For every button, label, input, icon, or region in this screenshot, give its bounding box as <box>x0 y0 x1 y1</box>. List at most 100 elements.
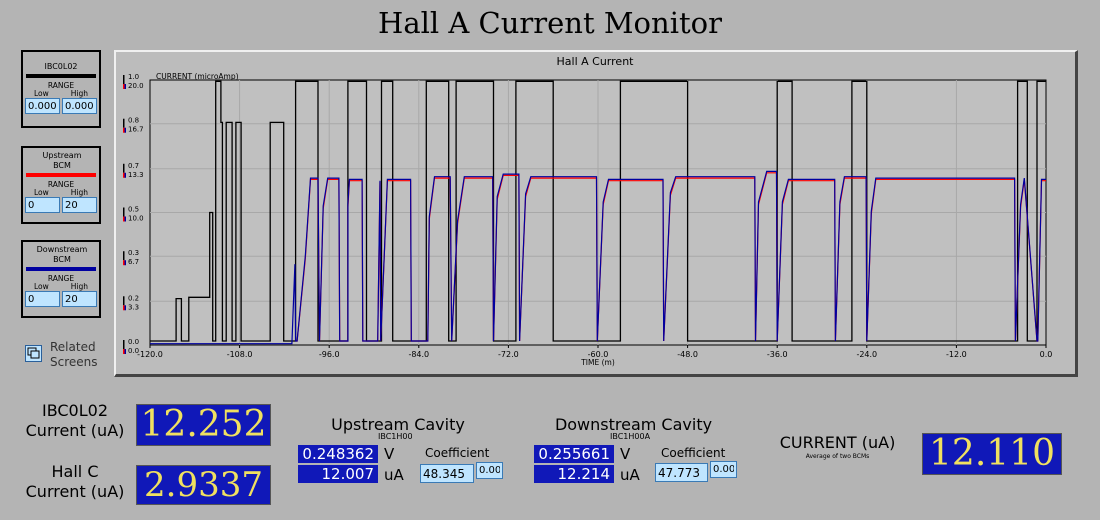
y-tick-label-primary: 0.3 <box>128 249 139 257</box>
axis-color-marker <box>124 260 126 266</box>
y-tick-label-secondary: 3.3 <box>128 303 139 311</box>
upstream-pv-name: IBC1H00 <box>378 432 413 441</box>
y-tick-label-secondary: 6.7 <box>128 258 139 266</box>
x-tick-label: -48.0 <box>677 350 698 359</box>
upstream-offset-input[interactable] <box>476 462 503 479</box>
x-tick-label: -36.0 <box>767 350 788 359</box>
panel-name: IBC0L02 <box>44 62 78 71</box>
series-color-bar <box>26 74 96 78</box>
series-color-bar <box>26 173 96 177</box>
ibc0l02-range-panel: IBC0L02 RANGE Low High <box>21 50 101 128</box>
average-current-label: CURRENT (uA) <box>779 433 896 452</box>
upstream-range-panel: Upstream BCM RANGE Low High <box>21 146 101 224</box>
high-label: High <box>70 282 88 291</box>
axis-color-marker <box>124 127 126 133</box>
axis-color-marker <box>123 349 125 354</box>
axis-color-marker <box>123 127 125 133</box>
y-tick-label-primary: 0.0 <box>128 338 139 346</box>
upstream-current-value: 12.007 <box>298 465 378 483</box>
range-label: RANGE <box>47 81 75 90</box>
axis-color-marker <box>123 75 125 84</box>
x-tick-label: -60.0 <box>588 350 609 359</box>
low-label: Low <box>33 89 49 98</box>
range-high-input[interactable] <box>62 98 97 114</box>
upstream-current-unit: uA <box>384 466 404 484</box>
axis-color-marker <box>123 296 125 306</box>
y-tick-label-primary: 0.7 <box>128 162 139 170</box>
downstream-pv-name: IBC1H00A <box>610 432 651 441</box>
downstream-range-panel: Downstream BCM RANGE Low High <box>21 240 101 318</box>
range-label: RANGE <box>47 180 75 189</box>
x-tick-label: -84.0 <box>408 350 429 359</box>
x-tick-label: -108.0 <box>227 350 253 359</box>
ibc0l02-current-label: IBC0L02 Current (uA) <box>25 401 125 440</box>
panel-name: Upstream BCM <box>42 151 82 170</box>
range-low-input[interactable] <box>25 291 60 307</box>
series-color-bar <box>26 267 96 271</box>
x-tick-label: -12.0 <box>946 350 967 359</box>
low-label: Low <box>33 282 49 291</box>
downstream-offset-input[interactable] <box>710 461 737 478</box>
range-high-input[interactable] <box>62 197 97 213</box>
y-tick-label-secondary: 13.3 <box>128 171 144 179</box>
axis-color-marker <box>123 118 125 128</box>
range-low-input[interactable] <box>25 98 60 114</box>
current-chart: Hall A Current CURRENT (microAmp) -120.0… <box>123 55 1053 367</box>
downstream-voltage-unit: V <box>620 445 631 463</box>
x-axis-label: TIME (m) <box>580 358 615 367</box>
range-label: RANGE <box>47 274 75 283</box>
axis-color-marker <box>123 216 125 222</box>
y-tick-label-secondary: 10.0 <box>128 215 144 223</box>
chart-title: Hall A Current <box>557 55 635 68</box>
downstream-voltage-value: 0.255661 <box>534 445 614 463</box>
axis-color-marker <box>123 340 125 349</box>
range-high-input[interactable] <box>62 291 97 307</box>
x-tick-label: -96.0 <box>319 350 340 359</box>
x-tick-label: -24.0 <box>856 350 877 359</box>
high-label: High <box>70 89 88 98</box>
upstream-coefficient-label: Coefficient <box>425 446 490 460</box>
x-tick-label: -120.0 <box>137 350 163 359</box>
y-tick-label-secondary: 20.0 <box>128 82 144 90</box>
x-tick-label: 0.0 <box>1040 350 1053 359</box>
axis-color-marker <box>123 172 125 178</box>
downstream-coefficient-input[interactable] <box>655 463 708 482</box>
upstream-coefficient-input[interactable] <box>420 464 474 483</box>
low-label: Low <box>33 188 49 197</box>
related-screens-link[interactable]: Related Screens <box>50 340 98 369</box>
hallc-current-label: Hall C Current (uA) <box>25 462 125 501</box>
upstream-voltage-value: 0.248362 <box>298 445 378 463</box>
windows-icon <box>27 347 40 359</box>
downstream-cavity-title: Downstream Cavity <box>554 415 713 434</box>
average-current-sublabel: Average of two BCMs <box>805 453 870 460</box>
series-line-2 <box>150 170 1046 345</box>
series-line-0 <box>150 80 1046 342</box>
y-tick-label-secondary: 16.7 <box>128 126 144 134</box>
y-tick-label-secondary: 0.0 <box>128 347 139 355</box>
downstream-coefficient-label: Coefficient <box>661 446 726 460</box>
average-current-value: 12.110 <box>922 433 1062 475</box>
x-tick-label: -72.0 <box>498 350 519 359</box>
y-tick-label-primary: 1.0 <box>128 73 139 81</box>
hallc-current-value: 2.9337 <box>136 465 271 505</box>
downstream-current-value: 12.214 <box>534 465 614 483</box>
axis-color-marker <box>123 207 125 217</box>
y-tick-label-primary: 0.2 <box>128 294 139 302</box>
y-tick-label-primary: 0.5 <box>128 206 139 214</box>
axis-color-marker <box>123 305 125 311</box>
upstream-cavity-title: Upstream Cavity <box>331 415 465 434</box>
panel-name: Downstream BCM <box>36 245 88 264</box>
y-tick-label-primary: 0.8 <box>128 117 139 125</box>
axis-color-marker <box>123 260 125 266</box>
range-low-input[interactable] <box>25 197 60 213</box>
axis-color-marker <box>124 216 126 222</box>
downstream-current-unit: uA <box>620 466 640 484</box>
upstream-voltage-unit: V <box>384 445 395 463</box>
high-label: High <box>70 188 88 197</box>
axis-color-marker <box>124 172 126 178</box>
y-axis-label: CURRENT (microAmp) <box>156 72 239 81</box>
axis-color-marker <box>124 305 126 311</box>
related-screens-icon[interactable] <box>25 345 42 362</box>
axis-color-marker <box>123 163 125 173</box>
axis-color-marker <box>124 84 126 89</box>
